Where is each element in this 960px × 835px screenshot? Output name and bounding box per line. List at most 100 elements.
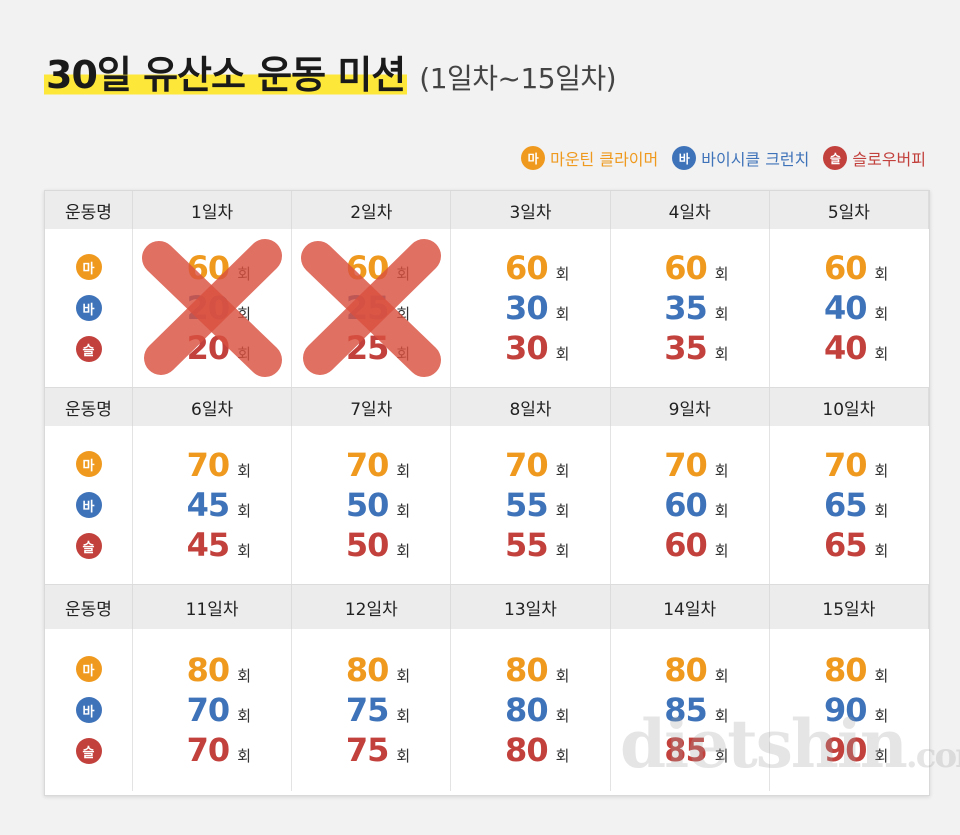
rep-count: 30 회 — [492, 331, 570, 365]
rep-unit: 회 — [396, 265, 411, 283]
rep-unit: 회 — [237, 265, 251, 283]
rep-number: 20 — [186, 329, 231, 367]
rep-number: 55 — [505, 526, 549, 564]
rep-unit: 회 — [714, 265, 729, 283]
bicycle-crunch-badge-icon: 바 — [75, 697, 102, 723]
rep-unit: 회 — [555, 667, 570, 685]
rep-number: 90 — [823, 691, 868, 729]
rep-number: 80 — [345, 651, 390, 689]
rep-number: 80 — [505, 731, 549, 769]
day-header: 14일차 — [610, 584, 770, 629]
rep-unit: 회 — [555, 707, 570, 725]
rep-unit: 회 — [396, 305, 411, 323]
rep-number: 70 — [186, 691, 231, 729]
rep-unit: 회 — [714, 667, 729, 685]
bicycle-crunch-badge-icon: 바 — [672, 146, 697, 170]
day-cell: 70 회 65 회 65 회 — [770, 426, 929, 584]
rep-unit: 회 — [714, 462, 729, 480]
rep-number: 80 — [664, 651, 708, 689]
rep-unit: 회 — [237, 502, 251, 520]
title-subtitle: (1일차~15일차) — [419, 62, 617, 95]
rep-number: 90 — [823, 731, 868, 769]
page-title: 30일 유산소 운동 미션 (1일차~15일차) — [44, 44, 617, 99]
rep-count: 35 회 — [651, 291, 728, 325]
bicycle-crunch-badge-icon: 바 — [75, 295, 102, 321]
rep-number: 60 — [186, 249, 231, 287]
rep-count: 65 회 — [810, 528, 888, 562]
day-cell: 70 회 60 회 60 회 — [611, 426, 770, 584]
title-main: 30일 유산소 운동 미션 — [44, 44, 408, 99]
legend: 마 마운틴 클라이머 바 바이시클 크런치 슬 슬로우버피 — [521, 146, 926, 170]
rep-number: 85 — [664, 691, 708, 729]
rep-number: 70 — [664, 446, 708, 484]
legend-label: 바이시클 크런치 — [701, 150, 810, 169]
row-header-label: 운동명 — [45, 387, 133, 426]
day-header: 5일차 — [769, 191, 929, 229]
day-cell: 60 회 35 회 35 회 — [611, 229, 770, 387]
rep-unit: 회 — [714, 542, 729, 560]
rep-unit: 회 — [237, 542, 251, 560]
rep-unit: 회 — [555, 462, 570, 480]
mountain-climber-badge-icon: 마 — [521, 146, 546, 170]
rep-count: 80 회 — [332, 653, 410, 687]
rep-count: 80 회 — [651, 651, 729, 689]
rep-unit: 회 — [874, 502, 889, 520]
rep-count: 60 회 — [651, 528, 729, 562]
rep-number: 70 — [345, 446, 390, 484]
day-cell: 60 회 25 회 25 회 — [292, 229, 452, 387]
day-header: 4일차 — [610, 191, 770, 229]
table-section-2: 운동명 6일차 7일차 8일차 9일차 10일차 마 바 슬 70 회 45 회 45 회 70 회 50 회 50 회… — [45, 387, 929, 584]
day-cell: 80 회 75 회 75 회 — [292, 629, 452, 791]
day-cell: 80 회 90 회 90 회 — [770, 629, 929, 791]
rep-unit: 회 — [237, 707, 251, 725]
rep-count: 70 회 — [332, 448, 410, 482]
table-section-3: 운동명 11일차 12일차 13일차 14일차 15일차 마 바 슬 80 회 70 회 70 회 80 회 75… — [45, 584, 929, 791]
rep-number: 80 — [823, 651, 868, 689]
mountain-climber-badge-icon: 마 — [75, 451, 102, 477]
day-cell: 80 회 80 회 80 회 — [451, 629, 611, 791]
day-header: 2일차 — [292, 191, 452, 229]
rep-number: 45 — [186, 486, 231, 524]
day-cell: 70 회 45 회 45 회 — [133, 426, 293, 584]
rep-unit: 회 — [237, 345, 251, 363]
rep-unit: 회 — [396, 542, 411, 560]
rep-count: 80 회 — [492, 653, 570, 687]
rep-count: 60 회 — [173, 251, 251, 285]
rep-count: 50 회 — [332, 528, 410, 562]
mission-table: 운동명 1일차 2일차 3일차 4일차 5일차 마 바 슬 60 회 20 회 20 회 60 회 25 회 25 회 6… — [44, 190, 930, 796]
rep-count: 70 회 — [810, 448, 888, 482]
rep-count: 60 회 — [810, 251, 888, 285]
legend-item-slow-burpee: 슬 슬로우버피 — [823, 146, 926, 170]
day-header: 10일차 — [769, 387, 929, 426]
rep-count: 45 회 — [173, 488, 251, 522]
rep-unit: 회 — [555, 345, 570, 363]
rep-count: 60 회 — [332, 251, 410, 285]
bicycle-crunch-badge-icon: 바 — [75, 492, 102, 518]
rep-unit: 회 — [396, 502, 411, 520]
rep-unit: 회 — [874, 462, 889, 480]
rep-count: 30 회 — [492, 291, 569, 325]
rep-count: 50 회 — [332, 488, 410, 522]
rep-unit: 회 — [874, 667, 889, 685]
rep-unit: 회 — [555, 747, 570, 765]
rep-unit: 회 — [396, 667, 411, 685]
day-header: 6일차 — [133, 387, 293, 426]
rep-count: 25 회 — [332, 291, 410, 325]
legend-label: 슬로우버피 — [852, 150, 926, 169]
rep-count: 70 회 — [173, 693, 251, 727]
slow-burpee-badge-icon: 슬 — [823, 146, 848, 170]
day-cell: 60 회 30 회 30 회 — [451, 229, 611, 387]
rep-number: 65 — [823, 526, 868, 564]
rep-count: 60 회 — [651, 251, 729, 285]
day-header: 9일차 — [610, 387, 770, 426]
rep-count: 70 회 — [173, 733, 251, 767]
day-cell: 60 회 20 회 20 회 — [133, 229, 293, 387]
day-header: 15일차 — [769, 584, 929, 629]
rep-number: 70 — [823, 446, 868, 484]
rep-unit: 회 — [237, 747, 251, 765]
rep-count: 65 회 — [810, 488, 888, 522]
rep-count: 80 회 — [810, 653, 888, 687]
rep-unit: 회 — [555, 542, 570, 560]
